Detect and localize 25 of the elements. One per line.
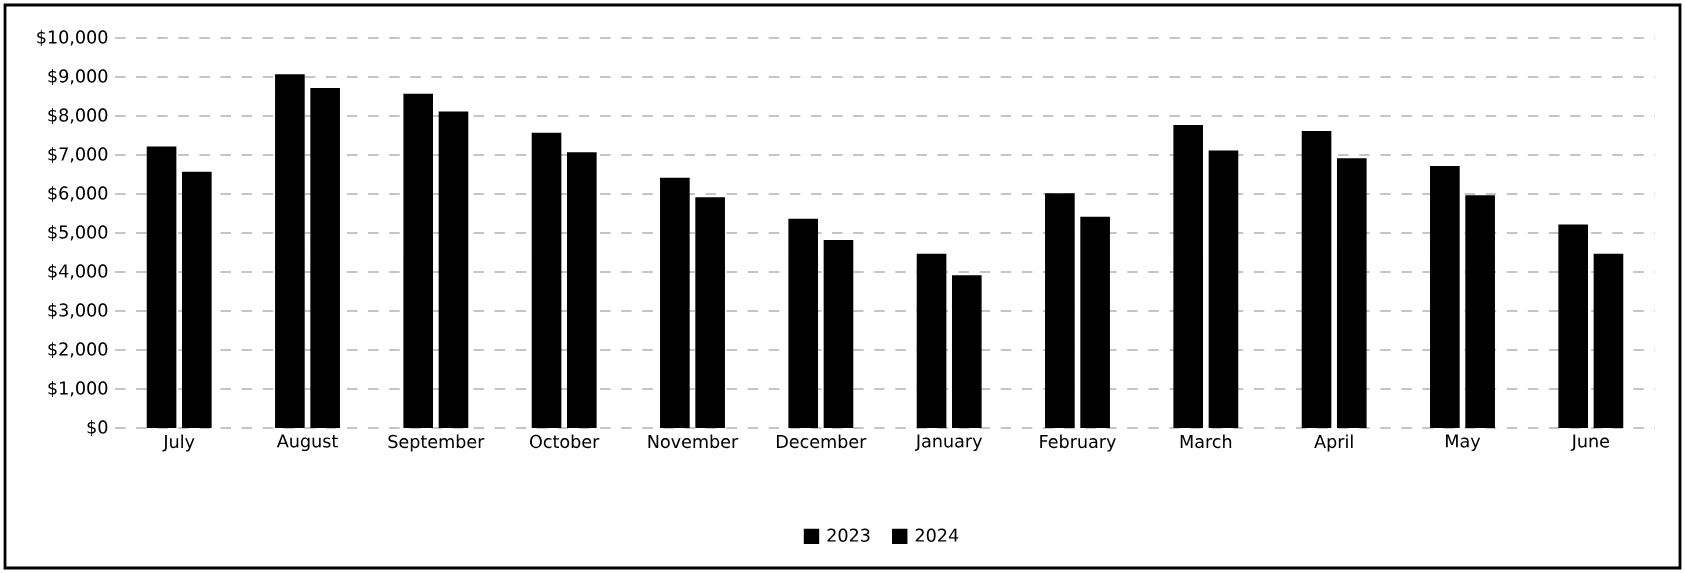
y-tick-label: $2,000 bbox=[48, 342, 108, 358]
y-tick-label: $10,000 bbox=[37, 30, 108, 46]
y-tick-label: $6,000 bbox=[48, 186, 108, 202]
x-tick-label: October bbox=[530, 434, 600, 449]
x-tick-label: August bbox=[276, 434, 338, 452]
y-tick-label: $7,000 bbox=[48, 147, 108, 163]
x-tick-label: March bbox=[1180, 434, 1232, 449]
y-tick-label: $3,000 bbox=[48, 303, 108, 319]
y-tick-label: $5,000 bbox=[48, 225, 108, 241]
x-tick-label: January bbox=[914, 434, 982, 452]
x-tick-label: November bbox=[648, 434, 739, 449]
legend-label: 2024 bbox=[915, 528, 959, 542]
x-tick-label: July bbox=[162, 434, 195, 452]
x-tick-label: September bbox=[388, 434, 485, 452]
x-tick-label: December bbox=[776, 434, 867, 449]
x-tick-label: February bbox=[1040, 434, 1116, 452]
y-tick-label: $0 bbox=[87, 420, 108, 436]
x-tick-label: April bbox=[1314, 434, 1353, 452]
legend-label: 2023 bbox=[827, 528, 870, 542]
y-tick-label: $8,000 bbox=[48, 108, 108, 124]
x-tick-label: June bbox=[1570, 434, 1610, 451]
y-tick-label: $1,000 bbox=[48, 381, 108, 397]
y-tick-label: $9,000 bbox=[48, 69, 108, 85]
x-tick-label: May bbox=[1446, 434, 1481, 452]
y-tick-label: $4,000 bbox=[48, 264, 108, 280]
